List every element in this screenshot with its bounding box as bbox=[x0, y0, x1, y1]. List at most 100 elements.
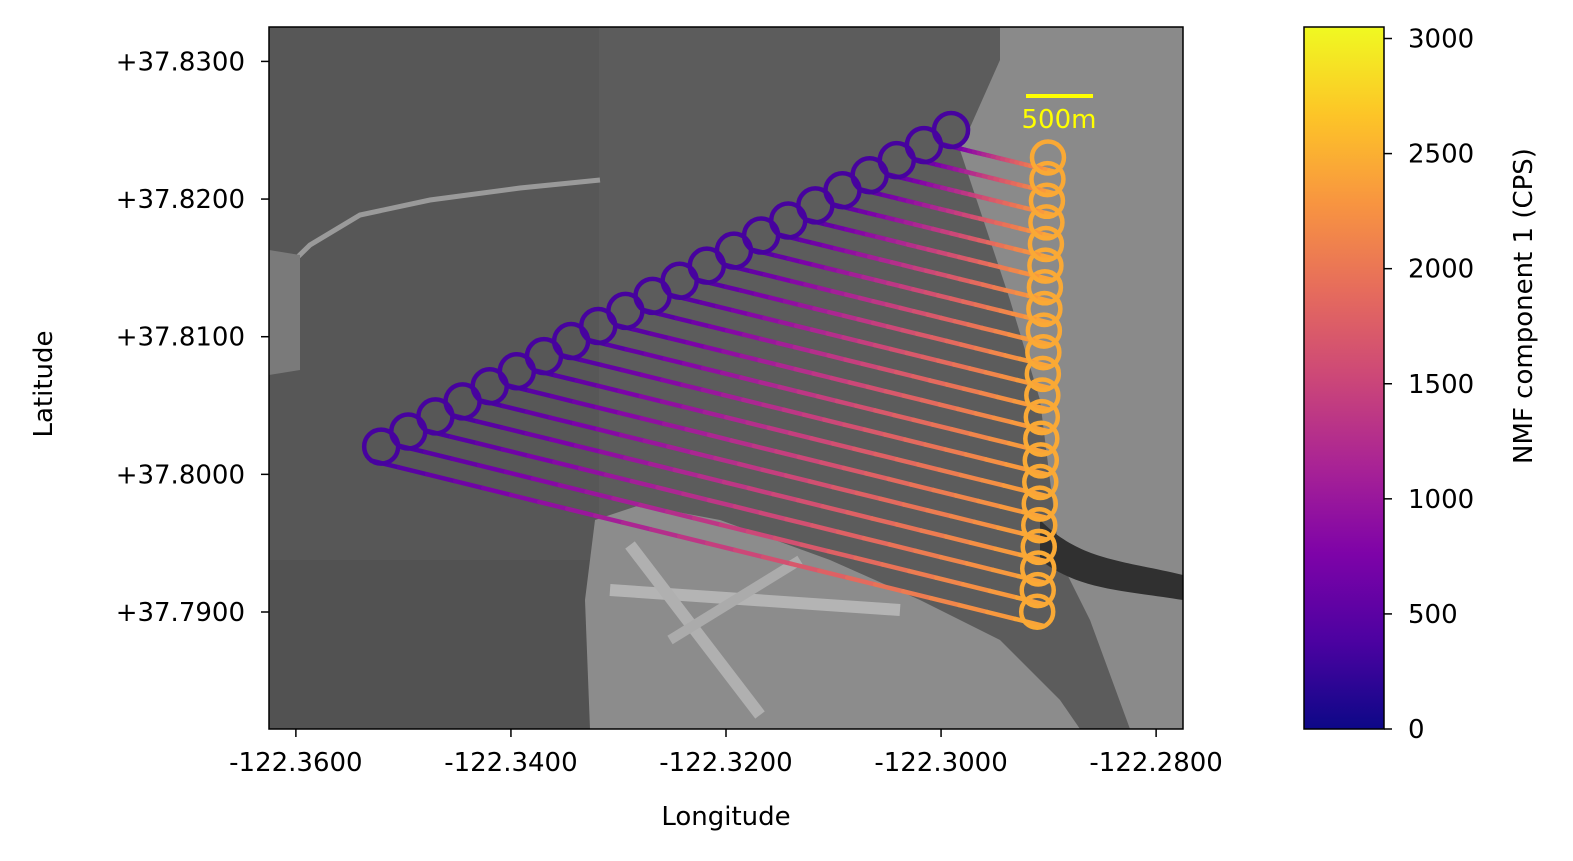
flight-line-segment bbox=[793, 323, 815, 332]
flight-line-segment bbox=[919, 528, 949, 539]
y-tick-label: +37.8000 bbox=[116, 460, 245, 490]
flight-line-segment bbox=[830, 484, 859, 496]
flight-line-segment bbox=[844, 575, 878, 587]
flight-line-segment bbox=[995, 394, 1017, 404]
flight-line-segment bbox=[901, 393, 924, 403]
y-axis-label: Latitude bbox=[29, 330, 59, 437]
flight-turn-loop bbox=[1028, 204, 1065, 241]
flight-line-segment bbox=[834, 398, 859, 408]
flight-line-segment bbox=[907, 568, 939, 580]
flight-line-segment bbox=[599, 362, 625, 373]
flight-line-segment bbox=[720, 392, 746, 403]
flight-line-segment bbox=[655, 485, 686, 497]
flight-line-segment bbox=[524, 431, 554, 442]
flight-line-segment bbox=[422, 449, 455, 461]
flight-line-segment bbox=[700, 365, 725, 376]
flight-line-segment bbox=[700, 387, 726, 398]
flight-line-segment bbox=[680, 382, 706, 393]
flight-line-segment bbox=[761, 402, 786, 412]
colorbar-tick-label: 2500 bbox=[1408, 140, 1474, 170]
flight-line-segment bbox=[553, 373, 579, 383]
flight-line-segment bbox=[643, 351, 668, 362]
flight-line-segment bbox=[480, 485, 514, 498]
flight-line-segment bbox=[958, 342, 979, 351]
flight-line-segment bbox=[952, 318, 971, 327]
flight-turn-loop bbox=[1020, 528, 1057, 566]
flight-line-segment bbox=[757, 358, 780, 367]
flight-line-segment bbox=[893, 369, 916, 379]
flight-line-segment bbox=[662, 356, 687, 366]
flight-line-segment bbox=[937, 467, 964, 478]
flight-turn-loop bbox=[1023, 420, 1060, 457]
flight-line-segment bbox=[605, 342, 629, 352]
flight-line-segment bbox=[821, 417, 847, 427]
flight-line-segment bbox=[723, 284, 744, 293]
flight-line-segment bbox=[683, 296, 704, 305]
flight-line-segment bbox=[536, 499, 570, 512]
flight-line-segment bbox=[973, 345, 993, 355]
x-tick-label: -122.3200 bbox=[659, 748, 792, 778]
flight-line-segment bbox=[914, 331, 935, 340]
flight-line-segment bbox=[598, 449, 628, 461]
flight-line-segment bbox=[714, 304, 736, 313]
colorbar-tick-label: 0 bbox=[1408, 715, 1425, 745]
flight-line-segment bbox=[732, 547, 766, 560]
x-tick-label: -122.3000 bbox=[874, 748, 1007, 778]
flight-line-segment bbox=[796, 454, 824, 465]
flight-line-segment bbox=[594, 405, 622, 416]
flight-line-segment bbox=[768, 295, 788, 304]
flight-line-segment bbox=[809, 436, 836, 446]
flight-line-segment bbox=[809, 349, 831, 358]
flight-line-segment bbox=[847, 380, 870, 390]
flight-line-segment bbox=[574, 378, 601, 389]
flight-line-segment bbox=[953, 493, 981, 504]
flight-line-segment bbox=[843, 292, 863, 301]
flight-turn-loop bbox=[1021, 506, 1058, 544]
flight-line-segment bbox=[508, 492, 542, 505]
flight-line-segment bbox=[943, 534, 973, 545]
flight-line-segment bbox=[740, 397, 766, 408]
flight-line-segment bbox=[571, 399, 599, 410]
flight-line-segment bbox=[1003, 353, 1023, 362]
flight-line-segment bbox=[762, 315, 783, 325]
flight-line-segment bbox=[699, 300, 720, 309]
flight-line-segment bbox=[911, 309, 930, 317]
flight-line-segment bbox=[925, 508, 954, 519]
flight-line-segment bbox=[741, 332, 764, 342]
flight-turn-loop bbox=[1019, 550, 1057, 587]
flight-line-segment bbox=[885, 324, 905, 333]
colorbar-ticks: 0 500 1000 1500 2000 2500 3000 bbox=[1384, 25, 1474, 745]
flight-line-segment bbox=[820, 504, 850, 515]
flight-line-segment bbox=[979, 325, 998, 334]
flight-line-segment bbox=[870, 320, 891, 329]
flight-turn-loop bbox=[1024, 355, 1062, 393]
flight-line-segment bbox=[956, 602, 990, 615]
flight-line-segment bbox=[776, 275, 795, 284]
flight-line-segment bbox=[772, 535, 804, 547]
flight-line-segment bbox=[579, 357, 604, 368]
flight-turn-loop bbox=[1018, 593, 1056, 631]
flight-line-segment bbox=[882, 432, 908, 442]
flight-line-segment bbox=[983, 457, 1009, 467]
flight-line-segment bbox=[564, 506, 598, 518]
flight-line-segment bbox=[880, 562, 912, 574]
flight-line-segment bbox=[638, 502, 670, 514]
flight-line-segment bbox=[976, 498, 1004, 509]
flight-line-segment bbox=[987, 436, 1012, 446]
flight-line-segment bbox=[972, 519, 1001, 530]
flight-line-segment bbox=[961, 386, 983, 396]
flight-line-segment bbox=[853, 555, 885, 567]
flight-line-segment bbox=[619, 367, 645, 378]
flight-line-segment bbox=[788, 561, 822, 573]
flight-line-segment bbox=[667, 335, 690, 345]
flight-line-segment bbox=[499, 425, 529, 436]
flight-tracks bbox=[361, 110, 1067, 631]
flight-line-segment bbox=[993, 328, 1012, 337]
flight-turn-loop bbox=[1022, 442, 1060, 479]
colorbar-tick-label: 1000 bbox=[1408, 485, 1474, 515]
flight-line-segment bbox=[524, 409, 553, 420]
flight-line-segment bbox=[988, 349, 1008, 358]
flight-line-segment bbox=[784, 516, 815, 528]
flight-line-segment bbox=[829, 375, 852, 385]
